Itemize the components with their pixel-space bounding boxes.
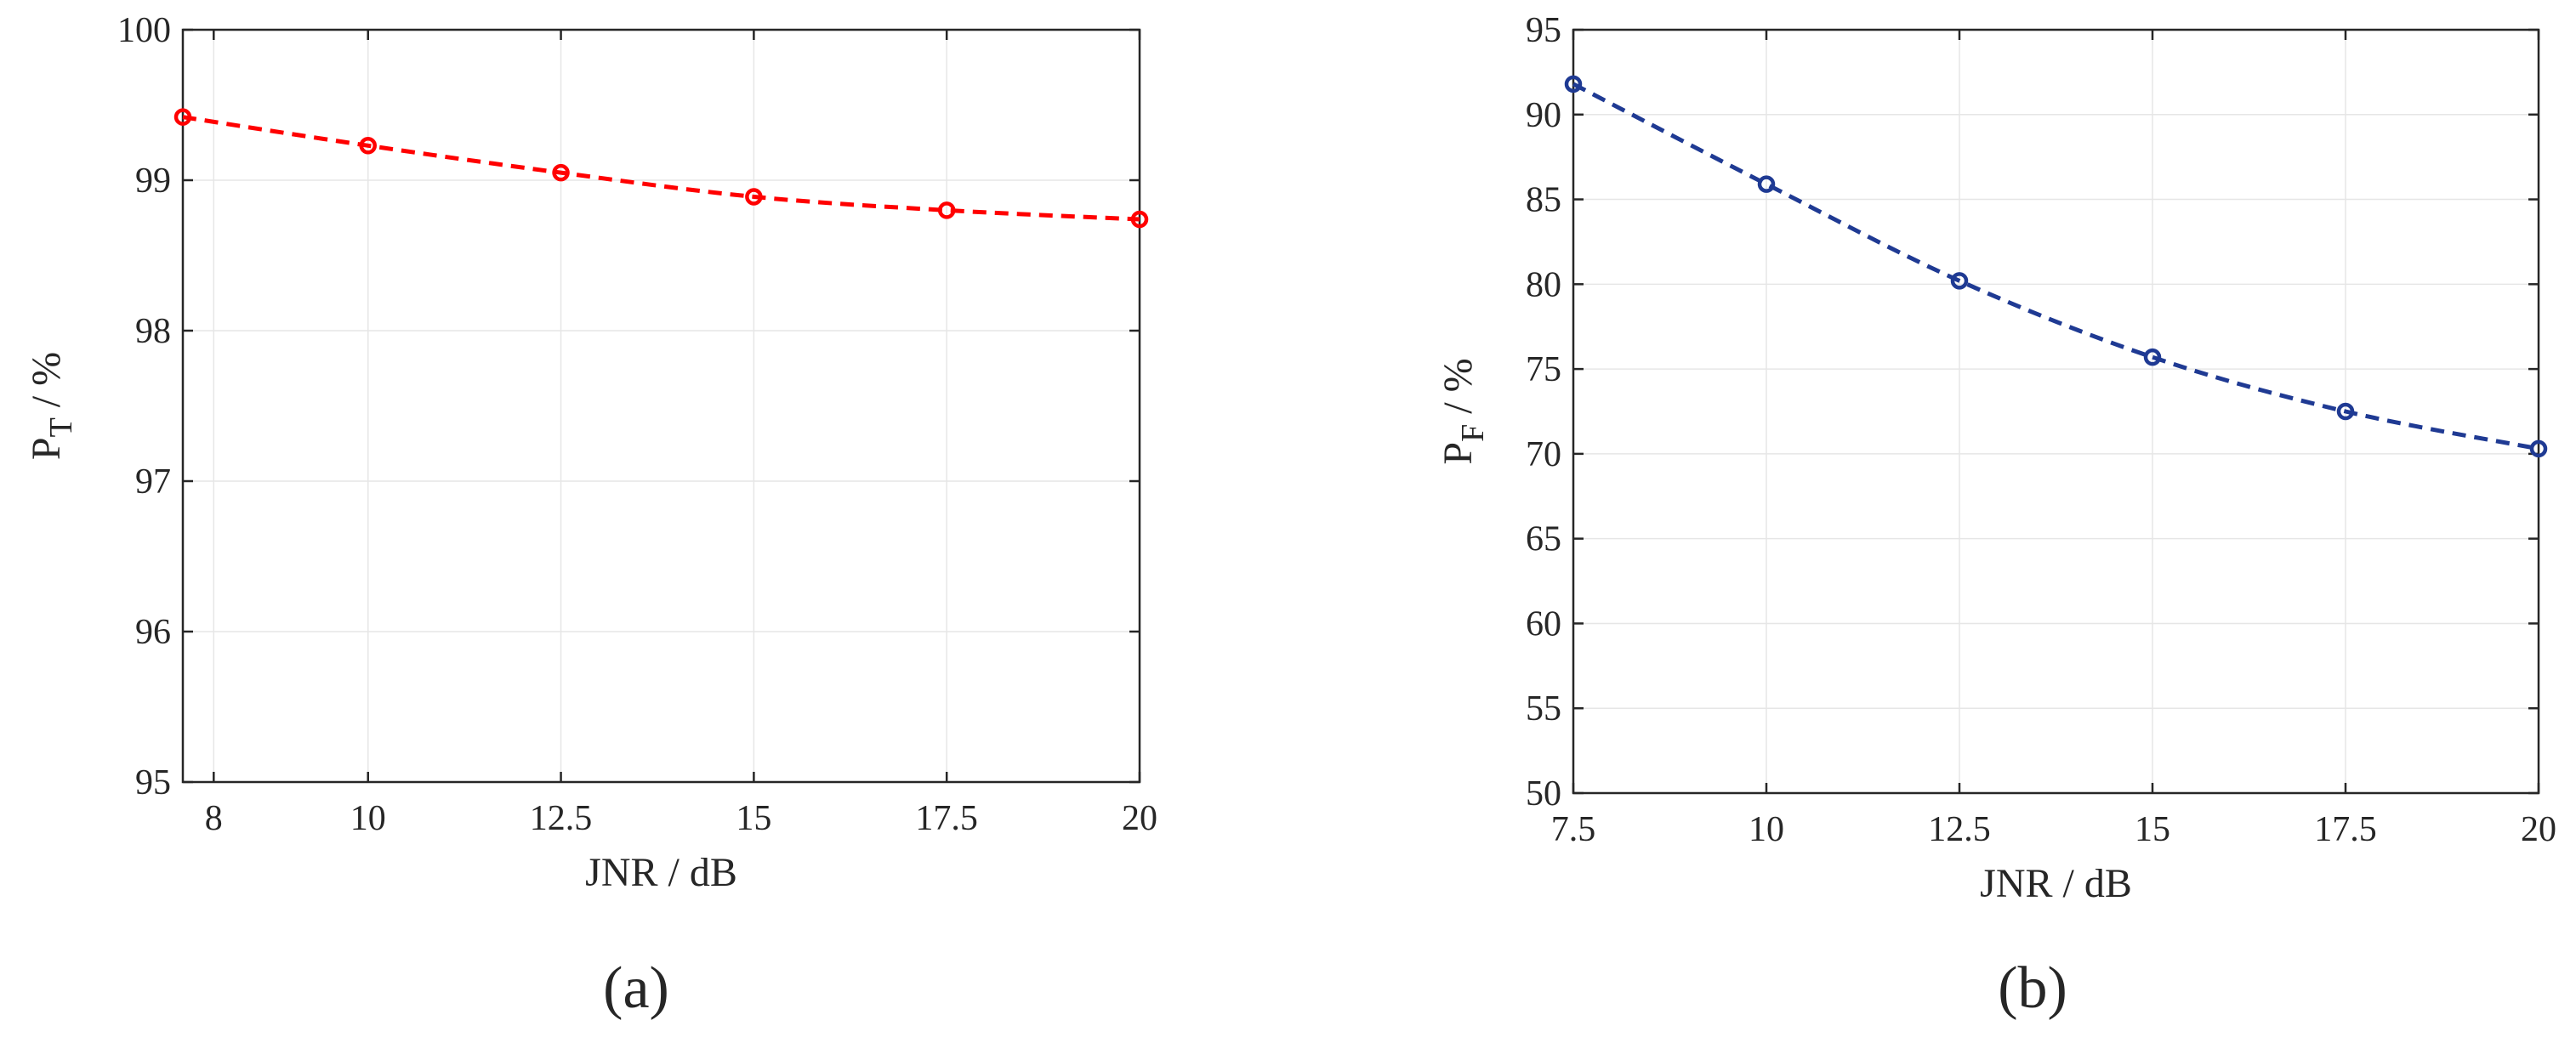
y-tick-label: 96 xyxy=(135,613,171,652)
x-tick-label: 7.5 xyxy=(1551,810,1596,849)
axes-box xyxy=(181,28,1141,784)
y-axis-label: PT / % xyxy=(24,352,79,460)
data-point-marker xyxy=(2336,402,2355,421)
y-tick-label: 80 xyxy=(1526,265,1561,304)
data-point-marker xyxy=(745,188,763,206)
y-tick-label: 70 xyxy=(1526,435,1561,474)
y-tick-label: 100 xyxy=(117,11,171,50)
y-tick-label: 97 xyxy=(135,462,171,502)
y-tick-label: 98 xyxy=(135,312,171,351)
series-line xyxy=(182,115,1140,222)
x-tick-label: 10 xyxy=(1749,810,1784,849)
x-axis-label: JNR / dB xyxy=(585,850,737,895)
data-point-marker xyxy=(1130,210,1149,229)
data-point-marker xyxy=(1757,175,1776,193)
x-tick-label: 15 xyxy=(2135,810,2170,849)
data-point-marker xyxy=(937,201,956,219)
data-point-marker xyxy=(2529,439,2548,458)
y-tick-label: 60 xyxy=(1526,604,1561,643)
x-tick-label: 17.5 xyxy=(915,799,978,838)
y-tick-label: 90 xyxy=(1526,96,1561,135)
panel-label: (a) xyxy=(603,955,669,1021)
data-point-marker xyxy=(173,108,192,126)
y-tick-label: 95 xyxy=(135,763,171,802)
x-tick-label: 17.5 xyxy=(2314,810,2377,849)
panel-label: (b) xyxy=(1998,955,2067,1021)
chart-panel-b: 7.5 10 12.5 15 17.5 20 50 55 60 65 70 75 80 85 90 95 JNR… xyxy=(1436,11,2556,1021)
axes-box xyxy=(1572,28,2540,795)
y-tick-label: 99 xyxy=(135,162,171,201)
x-tick-label: 12.5 xyxy=(1928,810,1991,849)
x-axis-label: JNR / dB xyxy=(1980,861,2132,906)
data-point-marker xyxy=(1950,272,1969,290)
y-tick-label: 75 xyxy=(1526,350,1561,389)
data-point-marker xyxy=(1564,75,1583,94)
y-tick-label: 65 xyxy=(1526,520,1561,559)
data-point-marker xyxy=(2143,348,2162,366)
y-axis-label: PF / % xyxy=(1436,358,1491,464)
x-tick-label: 12.5 xyxy=(530,799,593,838)
series-line xyxy=(1572,82,2539,451)
x-tick-label: 15 xyxy=(736,799,771,838)
chart-panel-a: 8 10 12.5 15 17.5 20 95 96 97 98 99 100 JNR / dB PT /… xyxy=(24,11,1157,1021)
y-tick-label: 85 xyxy=(1526,181,1561,220)
data-point-marker xyxy=(552,163,570,182)
x-tick-label: 10 xyxy=(350,799,386,838)
x-tick-label: 20 xyxy=(1122,799,1157,838)
y-tick-label: 50 xyxy=(1526,774,1561,813)
y-tick-label: 55 xyxy=(1526,689,1561,728)
x-tick-label: 20 xyxy=(2521,810,2556,849)
x-tick-label: 8 xyxy=(205,799,223,838)
y-tick-label: 95 xyxy=(1526,11,1561,50)
data-point-marker xyxy=(359,137,377,155)
